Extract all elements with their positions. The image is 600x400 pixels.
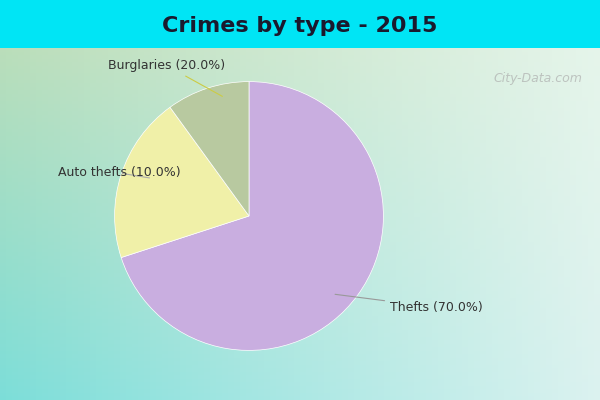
Wedge shape: [115, 107, 249, 258]
Text: City-Data.com: City-Data.com: [493, 72, 582, 85]
Text: Burglaries (20.0%): Burglaries (20.0%): [108, 59, 225, 96]
Text: Crimes by type - 2015: Crimes by type - 2015: [163, 16, 437, 36]
Text: Auto thefts (10.0%): Auto thefts (10.0%): [58, 166, 181, 180]
Wedge shape: [121, 82, 383, 350]
Wedge shape: [170, 82, 249, 216]
Text: Thefts (70.0%): Thefts (70.0%): [335, 294, 483, 314]
